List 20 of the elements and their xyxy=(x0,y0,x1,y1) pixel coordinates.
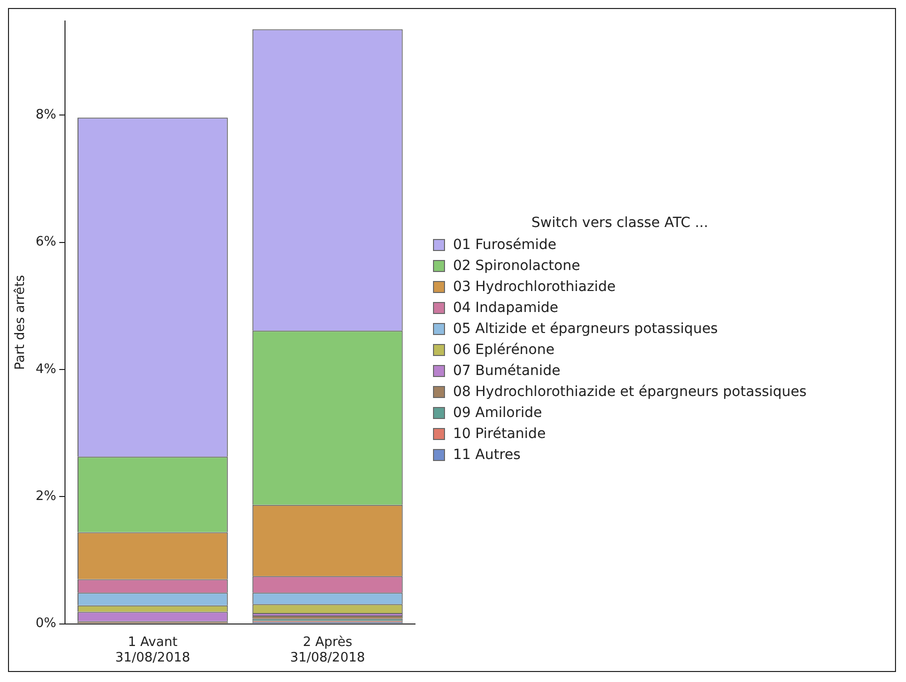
legend-label: 04 Indapamide xyxy=(453,300,558,316)
y-tick-label: 4% xyxy=(36,362,56,377)
y-tick-label: 2% xyxy=(36,489,56,504)
legend-label: 06 Eplérénone xyxy=(453,342,554,358)
legend-label: 08 Hydrochlorothiazide et épargneurs potassiques xyxy=(453,384,807,400)
x-tick-label: 2 Après 31/08/2018 xyxy=(290,634,366,666)
legend-label: 10 Pirétanide xyxy=(453,426,546,442)
x-tick-label: 1 Avant 31/08/2018 xyxy=(115,634,190,666)
y-axis-title: Part des arrêts xyxy=(13,274,28,370)
text: 01 Furosémide xyxy=(453,236,556,252)
legend-label: 11 Autres xyxy=(453,446,521,462)
legend-label: 05 Altizide et épargneurs potassiques xyxy=(453,320,718,336)
y-tick-label: 6% xyxy=(36,234,56,250)
legend-label: 09 Amiloride xyxy=(453,404,542,420)
legend-label: 02 Spironolactone xyxy=(453,258,580,274)
legend-title: Switch vers classe ATC ... xyxy=(530,215,710,231)
y-tick-label: 0% xyxy=(36,616,56,632)
legend-label: 07 Bumétanide xyxy=(453,362,560,378)
y-tick-label: 8% xyxy=(36,107,56,122)
legend-label: 03 Hydrochlorothiazide xyxy=(453,278,616,294)
